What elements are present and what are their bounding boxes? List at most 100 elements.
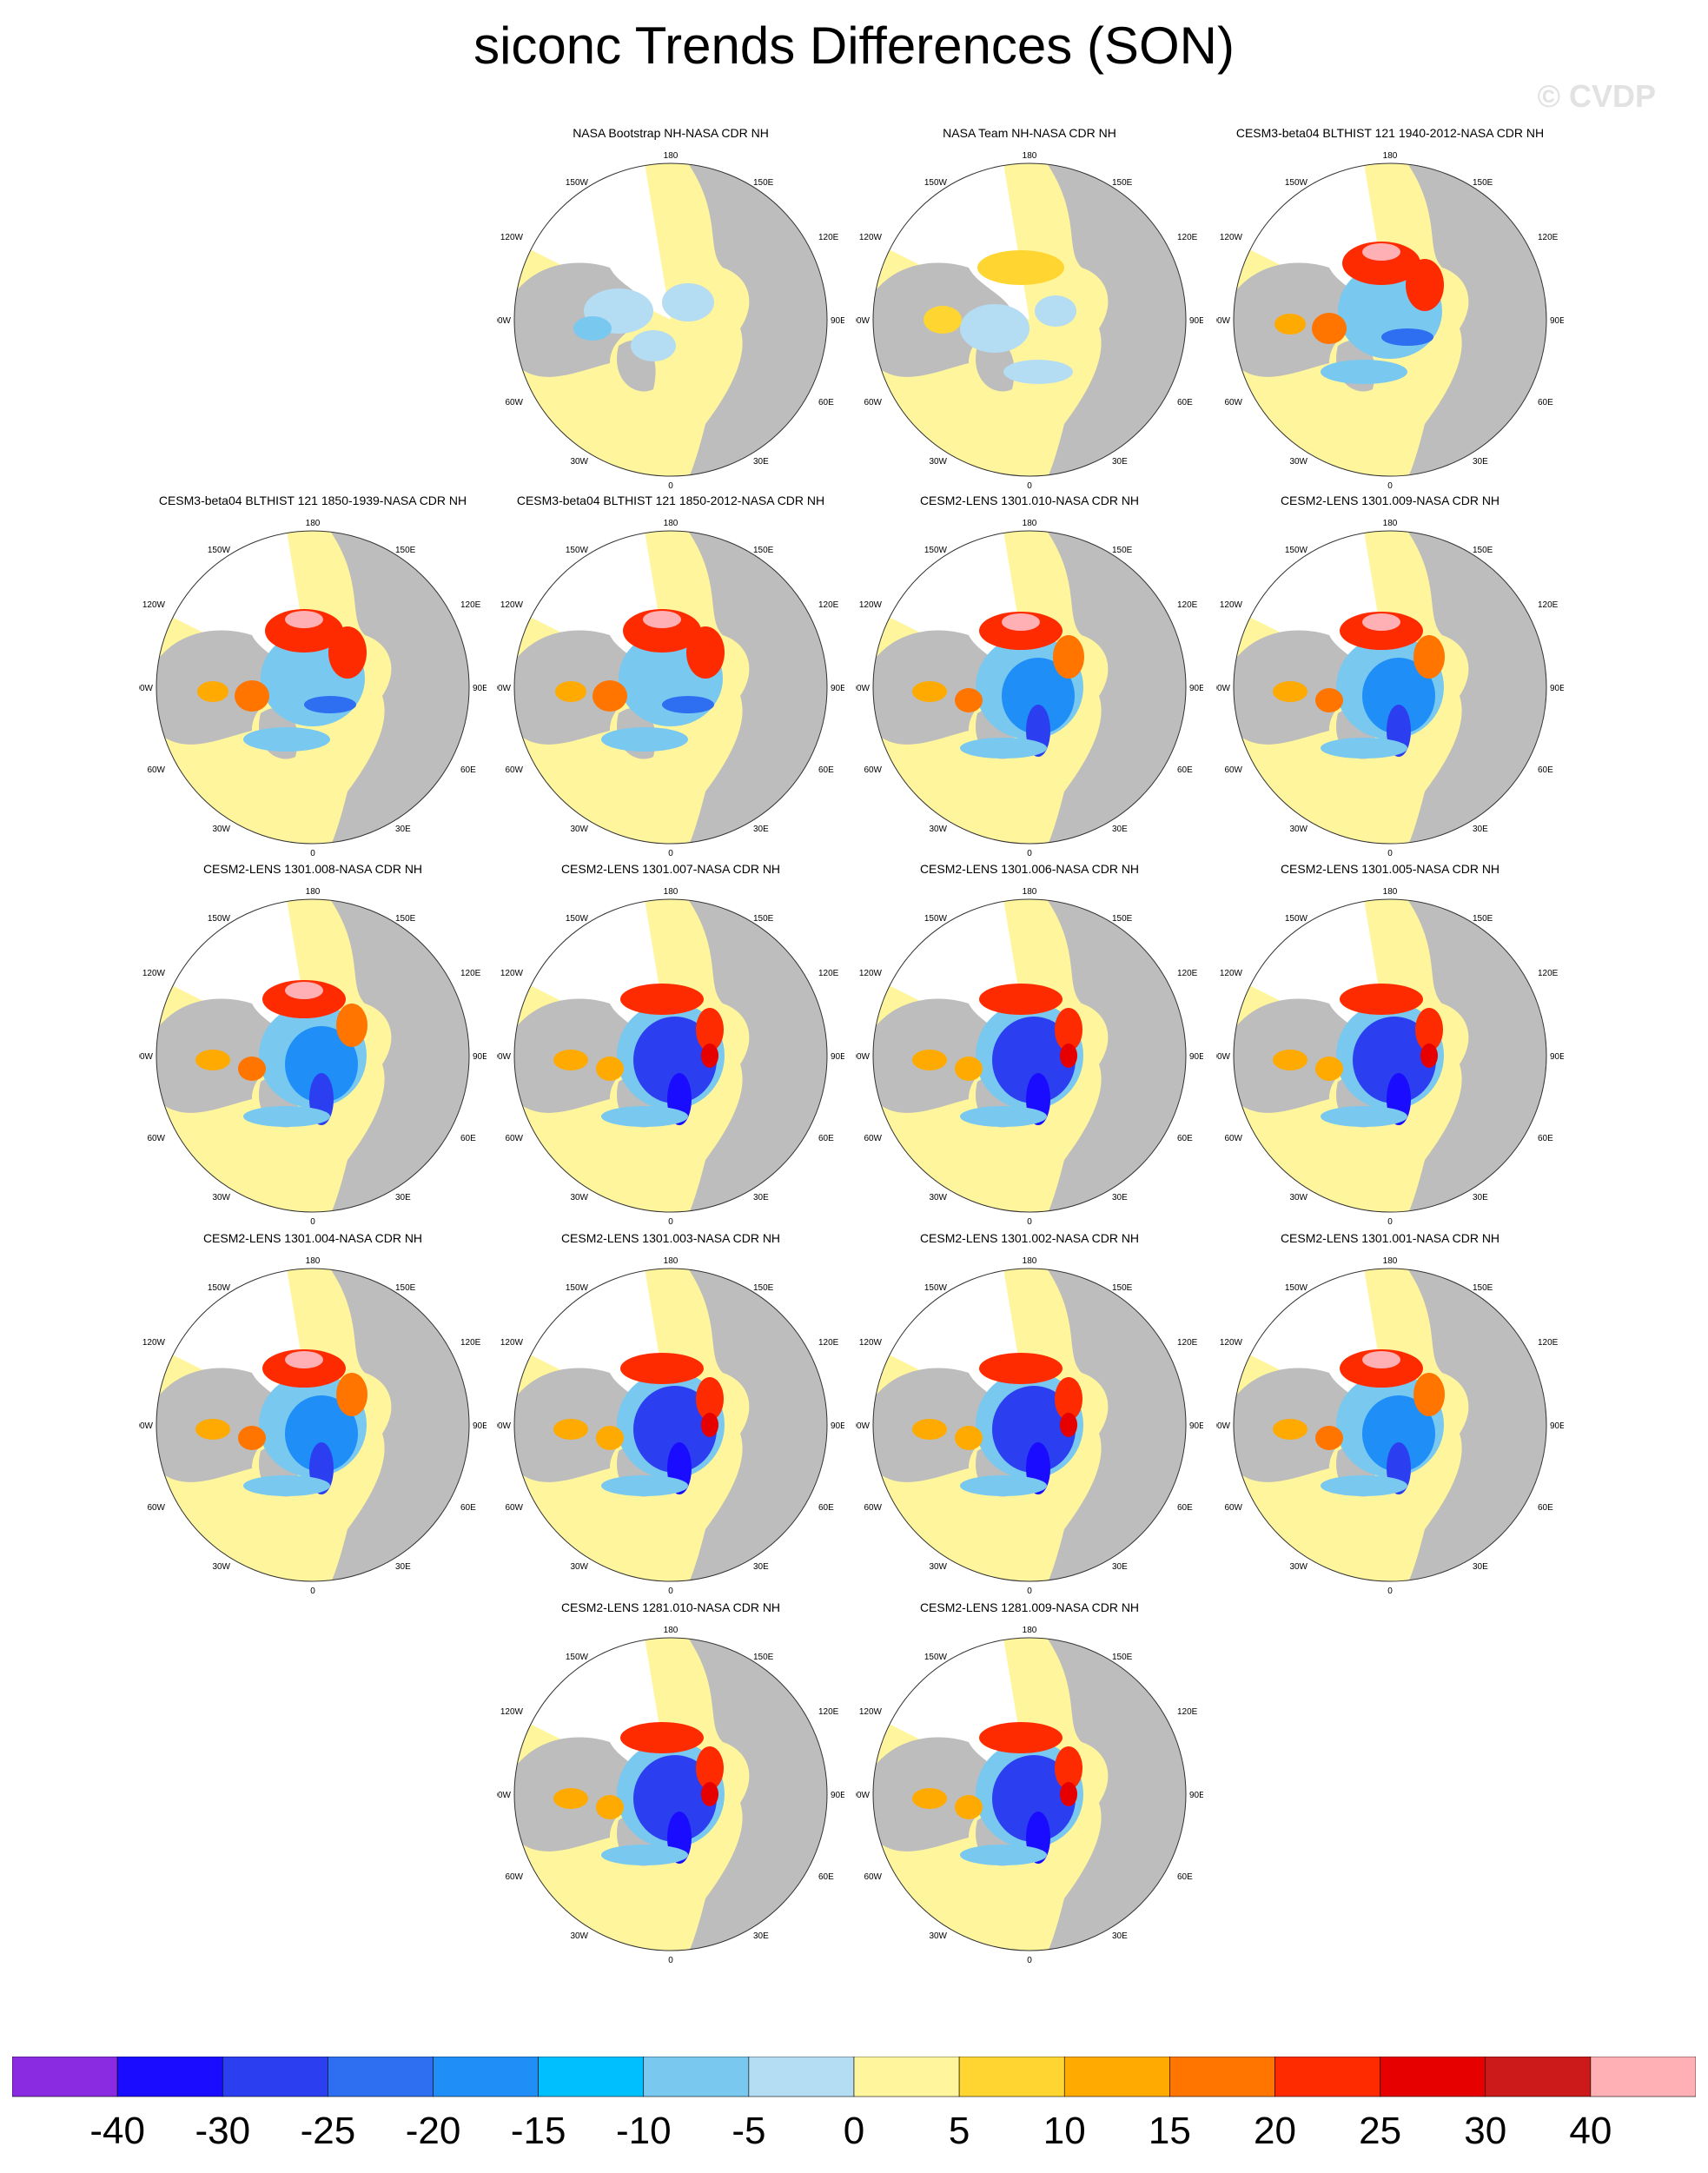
longitude-label: 60E bbox=[818, 1503, 834, 1513]
trend-anomaly-region bbox=[1274, 314, 1306, 335]
colorbar-tick-label: 5 bbox=[949, 2110, 970, 2152]
longitude-label: 120W bbox=[500, 1338, 524, 1348]
longitude-label: 120E bbox=[818, 1707, 839, 1717]
map-panel: CESM2-LENS 1301.004-NASA CDR NH 180 0 90W 90… bbox=[139, 1231, 487, 1596]
trend-anomaly-region bbox=[701, 1782, 718, 1806]
longitude-label: 150E bbox=[753, 1283, 774, 1293]
trend-anomaly-region bbox=[1321, 1106, 1407, 1127]
trend-anomaly-region bbox=[633, 1755, 717, 1842]
trend-anomaly-region bbox=[1362, 658, 1435, 734]
trend-anomaly-region bbox=[243, 1106, 330, 1127]
trend-anomaly-region bbox=[285, 1351, 323, 1368]
longitude-label: 180 bbox=[1023, 1626, 1037, 1635]
trend-anomaly-region bbox=[701, 1043, 718, 1068]
longitude-label: 60W bbox=[1224, 765, 1242, 775]
panel-title: CESM2-LENS 1301.004-NASA CDR NH bbox=[202, 1231, 423, 1245]
trend-anomaly-region bbox=[555, 681, 586, 702]
longitude-label: 90E bbox=[1189, 1052, 1203, 1062]
trend-anomaly-region bbox=[696, 1377, 724, 1421]
trend-anomaly-region bbox=[696, 1008, 724, 1051]
longitude-label: 60E bbox=[1177, 1134, 1193, 1143]
trend-anomaly-region bbox=[955, 688, 983, 712]
longitude-label: 120E bbox=[1538, 969, 1559, 978]
polar-map: 180 0 90W 90E 150W 150E 120W 120E 60W 60E 30W 30E bbox=[1216, 887, 1564, 1225]
trend-anomaly-region bbox=[1362, 1351, 1400, 1368]
longitude-label: 90W bbox=[497, 1052, 512, 1062]
longitude-label: 60E bbox=[818, 398, 834, 407]
longitude-label: 60E bbox=[1177, 1503, 1193, 1513]
longitude-label: 90E bbox=[1189, 316, 1203, 326]
panel-title: CESM2-LENS 1281.009-NASA CDR NH bbox=[919, 1600, 1140, 1614]
longitude-label: 180 bbox=[664, 151, 679, 161]
longitude-label: 180 bbox=[664, 887, 679, 897]
longitude-label: 150W bbox=[1285, 178, 1308, 188]
colorbar: -40 -30 -25 -20 -15 -10 -5 0 5 10 15 20 25 30 40 bbox=[12, 2057, 1696, 2152]
colorbar-tick-label: -30 bbox=[195, 2110, 250, 2152]
trend-anomaly-region bbox=[596, 1426, 624, 1450]
colorbar-tick-label: 0 bbox=[844, 2110, 864, 2152]
longitude-label: 30E bbox=[753, 1931, 769, 1941]
longitude-label: 120W bbox=[859, 1338, 883, 1348]
panel-title: CESM3-beta04 BLTHIST 121 1850-2012-NASA … bbox=[516, 494, 825, 507]
trend-anomaly-region bbox=[1060, 1043, 1077, 1068]
polar-map: 180 0 90W 90E 150W 150E 120W 120E 60W 60E 30W 30E bbox=[1216, 151, 1564, 489]
longitude-label: 120E bbox=[1177, 1707, 1198, 1717]
longitude-label: 30E bbox=[1473, 825, 1488, 834]
longitude-label: 30W bbox=[1289, 825, 1307, 834]
map-panel: CESM2-LENS 1301.010-NASA CDR NH 180 0 90W 90… bbox=[856, 494, 1203, 858]
longitude-label: 120E bbox=[460, 600, 481, 610]
longitude-label: 120E bbox=[1177, 969, 1198, 978]
trend-anomaly-region bbox=[573, 316, 612, 341]
longitude-label: 30W bbox=[212, 825, 230, 834]
longitude-label: 30E bbox=[395, 1562, 411, 1572]
longitude-label: 150E bbox=[1473, 914, 1493, 924]
trend-anomaly-region bbox=[1321, 738, 1407, 759]
trend-anomaly-region bbox=[1362, 1395, 1435, 1472]
longitude-label: 30W bbox=[929, 1931, 947, 1941]
longitude-label: 180 bbox=[1383, 887, 1398, 897]
longitude-label: 120W bbox=[859, 969, 883, 978]
longitude-label: 90W bbox=[497, 684, 512, 693]
longitude-label: 30E bbox=[753, 1562, 769, 1572]
longitude-label: 120E bbox=[818, 233, 839, 242]
trend-anomaly-region bbox=[631, 330, 676, 361]
longitude-label: 30E bbox=[1112, 1562, 1128, 1572]
longitude-label: 90W bbox=[856, 684, 871, 693]
longitude-label: 150W bbox=[1285, 546, 1308, 555]
trend-anomaly-region bbox=[1321, 360, 1407, 384]
longitude-label: 0 bbox=[668, 1587, 673, 1594]
longitude-label: 90E bbox=[1189, 1421, 1203, 1431]
longitude-label: 0 bbox=[1387, 849, 1393, 857]
longitude-label: 120W bbox=[859, 233, 883, 242]
longitude-label: 150E bbox=[1112, 546, 1133, 555]
trend-anomaly-region bbox=[1420, 1043, 1438, 1068]
longitude-label: 150W bbox=[1285, 914, 1308, 924]
trend-anomaly-region bbox=[195, 1050, 230, 1070]
trend-anomaly-region bbox=[960, 1475, 1047, 1496]
panel-title: CESM2-LENS 1301.005-NASA CDR NH bbox=[1280, 862, 1500, 876]
colorbar-tick-label: 30 bbox=[1464, 2110, 1506, 2152]
longitude-label: 180 bbox=[1023, 887, 1037, 897]
trend-anomaly-region bbox=[1413, 1373, 1445, 1416]
trend-anomaly-region bbox=[265, 609, 343, 653]
panel-title: CESM2-LENS 1301.006-NASA CDR NH bbox=[919, 862, 1140, 876]
longitude-label: 120W bbox=[142, 600, 166, 610]
map-panel: CESM3-beta04 BLTHIST 121 1940-2012-NASA … bbox=[1216, 126, 1564, 491]
longitude-label: 60W bbox=[147, 1134, 165, 1143]
panel-title: CESM2-LENS 1301.010-NASA CDR NH bbox=[919, 494, 1140, 507]
trend-anomaly-region bbox=[243, 1475, 330, 1496]
trend-anomaly-region bbox=[328, 626, 367, 679]
polar-map: 180 0 90W 90E 150W 150E 120W 120E 60W 60E 30W 30E bbox=[1216, 519, 1564, 857]
trend-anomaly-region bbox=[601, 727, 688, 752]
colorbar-swatch bbox=[643, 2057, 750, 2097]
longitude-label: 150E bbox=[1112, 1283, 1133, 1293]
longitude-label: 60W bbox=[505, 1134, 523, 1143]
longitude-label: 90W bbox=[1216, 684, 1231, 693]
trend-anomaly-region bbox=[243, 727, 330, 752]
colorbar-tick-label: -40 bbox=[89, 2110, 145, 2152]
longitude-label: 180 bbox=[306, 887, 321, 897]
panel-title: CESM3-beta04 BLTHIST 121 1850-1939-NASA … bbox=[158, 494, 467, 507]
longitude-label: 150E bbox=[1112, 178, 1133, 188]
longitude-label: 60E bbox=[1538, 398, 1553, 407]
longitude-label: 30W bbox=[929, 457, 947, 467]
